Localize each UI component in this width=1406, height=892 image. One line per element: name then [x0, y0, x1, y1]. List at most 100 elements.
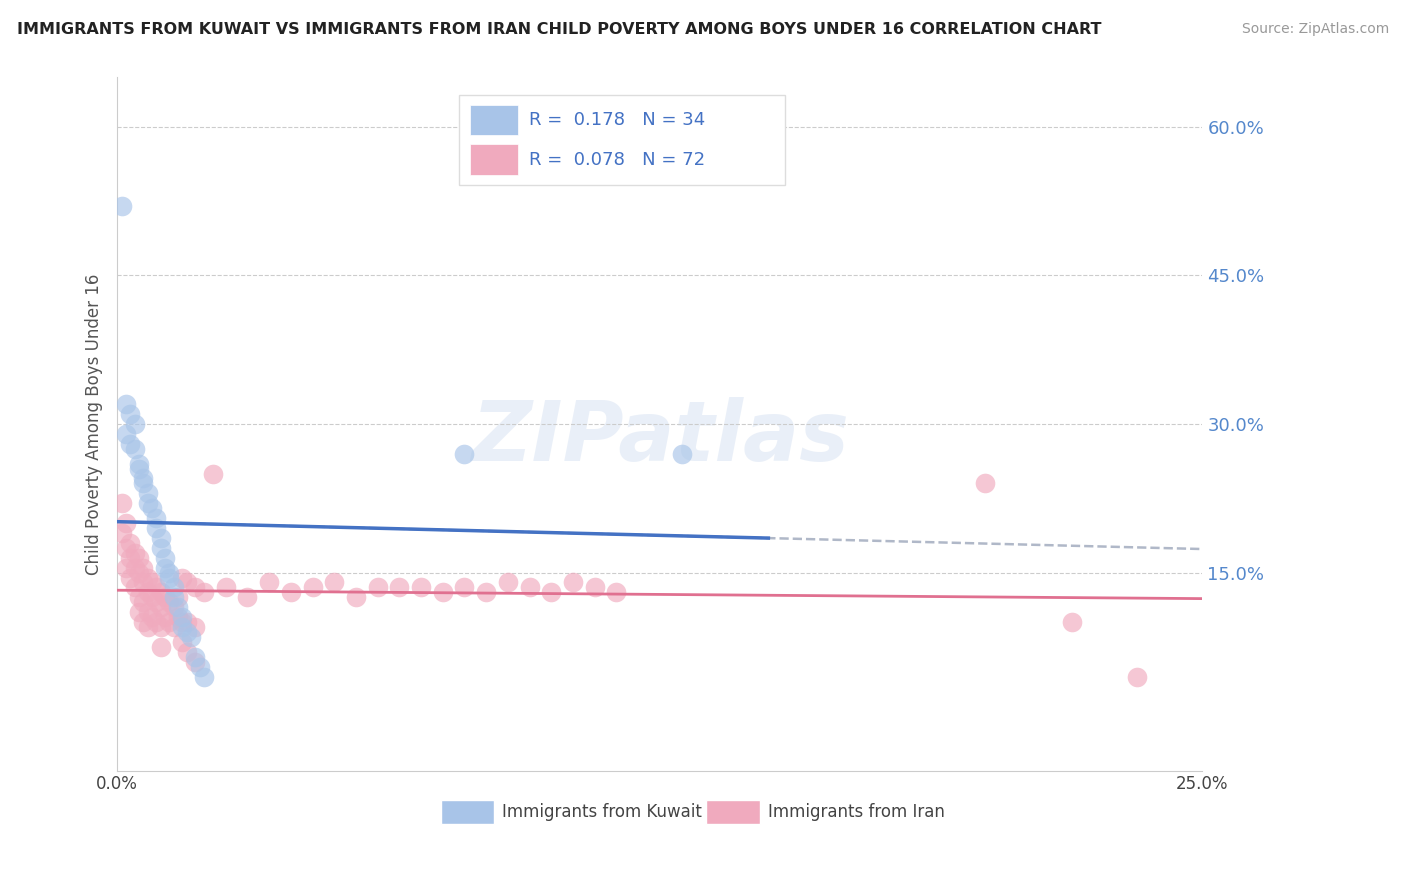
Point: [583, 581, 606, 595]
Point: [124, 546, 146, 560]
Point: [432, 585, 454, 599]
Point: [176, 645, 198, 659]
Point: [110, 525, 132, 540]
FancyBboxPatch shape: [458, 95, 785, 185]
Point: [157, 570, 180, 584]
Text: IMMIGRANTS FROM KUWAIT VS IMMIGRANTS FROM IRAN CHILD POVERTY AMONG BOYS UNDER 16: IMMIGRANTS FROM KUWAIT VS IMMIGRANTS FRO…: [17, 22, 1101, 37]
Point: [149, 541, 172, 555]
Point: [145, 521, 167, 535]
Y-axis label: Child Poverty Among Boys Under 16: Child Poverty Among Boys Under 16: [86, 273, 103, 574]
Point: [562, 575, 585, 590]
Point: [162, 591, 184, 605]
Point: [120, 550, 142, 565]
Point: [120, 437, 142, 451]
Point: [115, 516, 138, 530]
Point: [193, 669, 215, 683]
Point: [128, 605, 150, 619]
FancyBboxPatch shape: [706, 800, 759, 824]
Point: [153, 591, 176, 605]
Point: [453, 581, 475, 595]
Point: [176, 624, 198, 639]
Point: [132, 595, 155, 609]
Point: [184, 620, 207, 634]
Point: [201, 467, 224, 481]
Point: [132, 575, 155, 590]
Point: [128, 566, 150, 580]
Point: [149, 640, 172, 654]
Point: [132, 476, 155, 491]
Point: [157, 566, 180, 580]
Point: [124, 581, 146, 595]
Point: [172, 570, 194, 584]
Point: [145, 581, 167, 595]
Point: [132, 560, 155, 574]
Point: [115, 397, 138, 411]
Point: [153, 560, 176, 574]
Point: [120, 536, 142, 550]
Point: [172, 620, 194, 634]
Point: [162, 620, 184, 634]
Point: [128, 457, 150, 471]
Point: [132, 471, 155, 485]
Point: [344, 591, 367, 605]
FancyBboxPatch shape: [470, 104, 517, 136]
Point: [153, 610, 176, 624]
Point: [257, 575, 280, 590]
Point: [453, 447, 475, 461]
Point: [671, 447, 693, 461]
Point: [145, 511, 167, 525]
Point: [128, 550, 150, 565]
Point: [388, 581, 411, 595]
Point: [136, 496, 159, 510]
Point: [176, 575, 198, 590]
Point: [136, 605, 159, 619]
Point: [180, 630, 202, 644]
Point: [132, 615, 155, 629]
Point: [149, 600, 172, 615]
Point: [115, 541, 138, 555]
Point: [110, 496, 132, 510]
Point: [141, 501, 163, 516]
Point: [149, 531, 172, 545]
Point: [167, 591, 190, 605]
Point: [115, 560, 138, 574]
Point: [184, 655, 207, 669]
Point: [184, 649, 207, 664]
Point: [136, 620, 159, 634]
Point: [149, 620, 172, 634]
Text: Source: ZipAtlas.com: Source: ZipAtlas.com: [1241, 22, 1389, 37]
Point: [1062, 615, 1084, 629]
Point: [1126, 669, 1149, 683]
Point: [141, 591, 163, 605]
Point: [162, 600, 184, 615]
Point: [141, 575, 163, 590]
Point: [236, 591, 259, 605]
Point: [145, 595, 167, 609]
Point: [323, 575, 346, 590]
Point: [110, 199, 132, 213]
Point: [172, 635, 194, 649]
Point: [475, 585, 498, 599]
Point: [367, 581, 389, 595]
Point: [280, 585, 302, 599]
Point: [120, 407, 142, 421]
Point: [172, 610, 194, 624]
Text: R =  0.078   N = 72: R = 0.078 N = 72: [529, 151, 704, 169]
Text: Immigrants from Iran: Immigrants from Iran: [768, 803, 945, 822]
Point: [184, 581, 207, 595]
Point: [141, 610, 163, 624]
Point: [176, 615, 198, 629]
Point: [301, 581, 323, 595]
Point: [136, 585, 159, 599]
Point: [136, 486, 159, 500]
Point: [605, 585, 627, 599]
Point: [124, 560, 146, 574]
Point: [128, 461, 150, 475]
Point: [115, 426, 138, 441]
FancyBboxPatch shape: [470, 145, 517, 175]
Point: [215, 581, 238, 595]
Point: [172, 615, 194, 629]
Text: ZIPatlas: ZIPatlas: [471, 397, 849, 478]
Point: [409, 581, 432, 595]
Point: [496, 575, 519, 590]
